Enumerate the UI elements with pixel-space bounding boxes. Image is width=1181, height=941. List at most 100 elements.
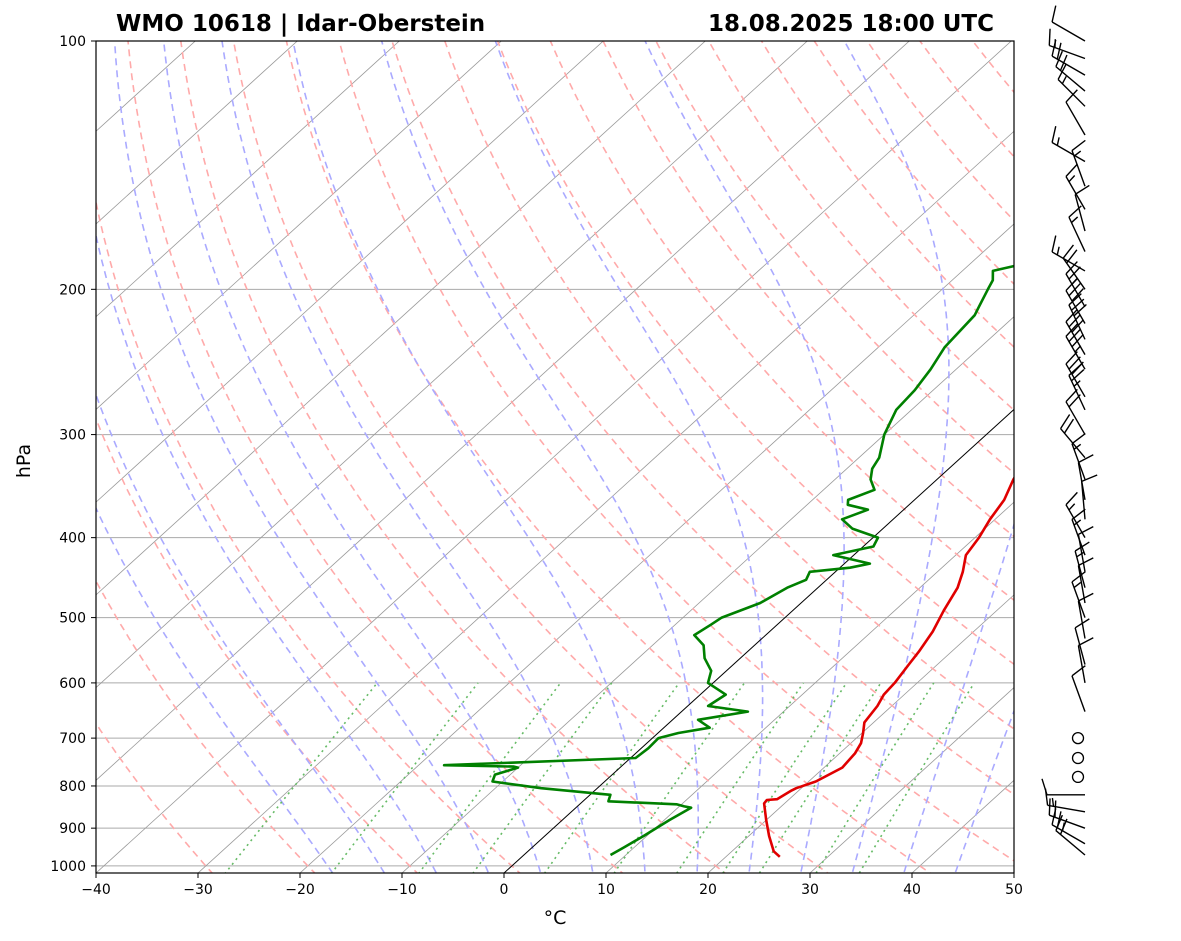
isotherm-line — [707, 594, 1014, 873]
isotherm-line — [401, 316, 1014, 873]
barb-staff — [1065, 363, 1086, 398]
barb-flag — [1066, 249, 1078, 264]
moist-adiabat — [221, 41, 594, 873]
barb-flag — [1078, 454, 1094, 464]
dry-adiabat — [232, 41, 829, 873]
y-tick-label: 800 — [59, 779, 86, 795]
calm-wind-marker — [1071, 731, 1085, 745]
x-tick-label: 50 — [1005, 882, 1023, 898]
wind-barb — [1065, 308, 1086, 355]
y-tick-label: 200 — [59, 282, 86, 298]
barb-staff — [1068, 216, 1086, 252]
wind-barb — [1055, 814, 1086, 856]
barb-flag — [1071, 571, 1086, 583]
barb-flag — [1044, 788, 1049, 806]
dry-adiabat — [708, 41, 1014, 412]
barb-flag — [1065, 89, 1078, 103]
barb-flag — [1078, 637, 1094, 647]
wind-barb — [1065, 163, 1086, 210]
dry-adiabat — [549, 41, 1014, 602]
barb-half-flag — [1051, 797, 1055, 807]
barb-flag — [1059, 818, 1068, 835]
moist-adiabat — [494, 41, 764, 873]
temperature-profile — [762, 476, 1014, 858]
barb-flag — [1078, 526, 1094, 535]
dewpoint-profile — [442, 264, 1014, 857]
barb-flag — [1051, 235, 1057, 253]
wind-barb — [1055, 50, 1086, 92]
x-tick-label: 40 — [903, 882, 921, 898]
wind-barb — [1080, 474, 1098, 520]
barb-flag — [1065, 277, 1078, 292]
barb-flag — [1059, 54, 1068, 71]
barb-flag — [1074, 541, 1090, 552]
x-axis-ticks: −40 −30 −20 −10 0 10 20 30 40 50 — [81, 873, 1023, 898]
barb-staff — [1065, 176, 1086, 210]
zero-isotherm — [503, 408, 1014, 873]
x-tick-label: −20 — [285, 882, 315, 898]
moist-adiabat — [644, 41, 845, 873]
barb-staff — [1071, 581, 1086, 618]
barb-flag — [1051, 39, 1057, 57]
mixing-ratio-line — [543, 682, 680, 873]
barb-flag — [1062, 244, 1074, 259]
moist-adiabat — [380, 41, 699, 873]
barb-flag — [1071, 508, 1086, 520]
dry-adiabat — [338, 41, 1014, 862]
dry-adiabat — [444, 41, 1014, 730]
barb-flag — [1065, 351, 1078, 365]
x-tick-label: 30 — [801, 882, 819, 898]
barb-staff — [1071, 150, 1086, 187]
wind-barb — [1071, 665, 1086, 712]
y-tick-label: 700 — [59, 731, 86, 747]
moist-adiabat — [954, 708, 1014, 873]
barb-half-flag — [1076, 551, 1085, 558]
dry-adiabat — [127, 41, 624, 873]
barb-staff — [1074, 627, 1086, 665]
barb-half-flag — [1073, 380, 1081, 387]
dry-adiabat — [1078, 41, 1181, 883]
moist-adiabat — [292, 41, 646, 873]
isotherm-line — [197, 130, 1014, 873]
zero-isotherm-line — [503, 408, 1014, 873]
barb-flag — [1071, 665, 1086, 677]
wind-barb — [1071, 751, 1085, 765]
barb-flag — [1068, 363, 1082, 376]
dry-adiabat — [96, 722, 214, 873]
plot-frame — [95, 40, 1015, 874]
barb-half-flag — [1073, 581, 1082, 589]
barb-staff — [1047, 804, 1086, 813]
barb-staff — [1057, 78, 1086, 107]
x-tick-label: 0 — [500, 882, 509, 898]
barb-flag — [1068, 356, 1081, 370]
barb-staff — [1071, 675, 1086, 712]
barb-flag — [1068, 314, 1081, 328]
wind-barb — [1077, 592, 1094, 639]
isotherm-line — [605, 501, 1014, 873]
barb-flag — [1074, 618, 1090, 629]
x-tick-label: −10 — [387, 882, 417, 898]
barb-flag — [1055, 50, 1063, 67]
moist-adiabat — [162, 41, 542, 873]
wind-barb — [1051, 39, 1086, 76]
barb-flag — [1071, 288, 1084, 302]
barb-staff — [1051, 55, 1086, 76]
barb-flag — [1071, 298, 1085, 311]
mixing-ratio-line — [613, 682, 746, 873]
mixing-ratio-line — [722, 682, 848, 873]
barb-flag — [1065, 308, 1078, 323]
barb-flag — [1056, 42, 1062, 60]
barb-flag — [1059, 414, 1071, 429]
barb-staff — [1071, 443, 1086, 480]
wind-barb — [1071, 731, 1085, 745]
barb-flag — [1065, 261, 1078, 275]
chart-title-station: WMO 10618 | Idar-Oberstein — [116, 11, 485, 37]
isotherm-line — [299, 223, 1014, 873]
isotherm-line — [96, 41, 706, 596]
x-tick-label: 20 — [699, 882, 717, 898]
barb-half-flag — [1073, 519, 1082, 526]
barb-flag — [1073, 304, 1087, 317]
mixing-ratio-line — [675, 682, 805, 873]
barb-flag — [1081, 474, 1098, 483]
dry-adiabat — [1131, 41, 1181, 883]
